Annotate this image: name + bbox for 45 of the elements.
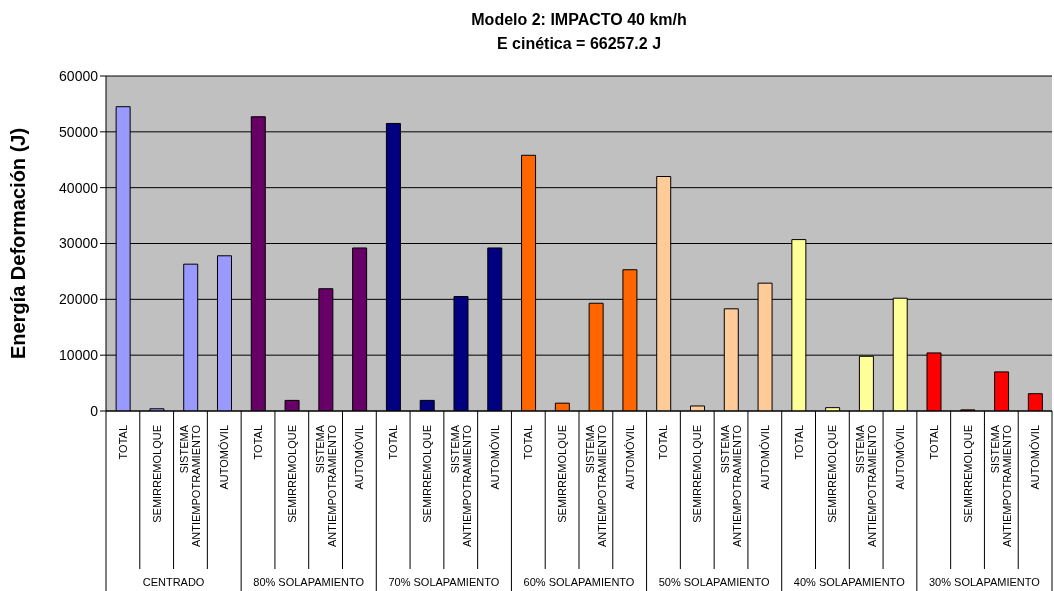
y-tick-label: 10000 bbox=[59, 347, 99, 364]
x-tick-label: SISTEMA ANTIEMPOTRAMIENTO bbox=[854, 424, 879, 548]
x-tick-label: SEMIRREMOLQUE bbox=[961, 425, 974, 523]
x-tick-label: SISTEMA ANTIEMPOTRAMIENTO bbox=[448, 424, 473, 548]
chart-title: Modelo 2: IMPACTO 40 km/h bbox=[470, 10, 688, 30]
text: CENTRADO bbox=[142, 576, 205, 588]
x-tick-label: TOTAL bbox=[387, 425, 400, 460]
y-tick-label: 20000 bbox=[59, 291, 99, 308]
y-tick-label: 50000 bbox=[59, 123, 99, 140]
y-axis-title: Energía Deformación (J) bbox=[7, 127, 30, 360]
x-tick-label: SEMIRREMOLQUE bbox=[285, 425, 298, 523]
x-tick-label: TOTAL bbox=[522, 425, 535, 460]
x-tick-label: SEMIRREMOLQUE bbox=[150, 425, 163, 523]
text: 80% SOLAPAMIENTO bbox=[253, 576, 365, 588]
x-tick-label: SISTEMA ANTIEMPOTRAMIENTO bbox=[178, 424, 203, 548]
x-tick-label: AUTOMÓVIL bbox=[623, 425, 636, 490]
x-tick-label: TOTAL bbox=[116, 425, 129, 460]
x-tick-label: SEMIRREMOLQUE bbox=[826, 425, 839, 523]
x-tick-label: AUTOMÓVIL bbox=[758, 425, 771, 490]
x-tick-label: SEMIRREMOLQUE bbox=[556, 425, 569, 523]
y-tick-label: 0 bbox=[90, 402, 99, 419]
chart-subtitle: E cinética = 66257.2 J bbox=[495, 34, 663, 54]
x-tick-label: SISTEMA ANTIEMPOTRAMIENTO bbox=[719, 424, 744, 548]
x-tick-label: SEMIRREMOLQUE bbox=[420, 425, 433, 523]
x-tick-label: SISTEMA ANTIEMPOTRAMIENTO bbox=[583, 424, 608, 548]
x-tick-label: AUTOMÓVIL bbox=[893, 425, 906, 490]
text: 50% SOLAPAMIENTO bbox=[658, 576, 771, 588]
x-tick-label: AUTOMÓVIL bbox=[488, 425, 501, 490]
text: 40% SOLAPAMIENTO bbox=[793, 576, 906, 588]
x-tick-label: AUTOMÓVIL bbox=[353, 425, 366, 490]
text: 30% SOLAPAMIENTO bbox=[929, 576, 1041, 588]
x-tick-label: AUTOMÓVIL bbox=[218, 425, 231, 490]
x-tick-label: TOTAL bbox=[927, 425, 940, 460]
text: 70% SOLAPAMIENTO bbox=[388, 576, 500, 588]
y-tick-label: 40000 bbox=[59, 179, 99, 196]
y-tick-label: 60000 bbox=[59, 67, 99, 84]
x-tick-label: SISTEMA ANTIEMPOTRAMIENTO bbox=[989, 424, 1014, 548]
x-tick-label: TOTAL bbox=[657, 425, 670, 460]
x-tick-label: TOTAL bbox=[252, 425, 265, 460]
x-tick-label: SISTEMA ANTIEMPOTRAMIENTO bbox=[313, 424, 338, 548]
x-tick-label: AUTOMÓVIL bbox=[1029, 425, 1042, 490]
x-tick-label: SEMIRREMOLQUE bbox=[691, 425, 704, 523]
text: 60% SOLAPAMIENTO bbox=[523, 576, 635, 588]
y-tick-label: 30000 bbox=[59, 235, 99, 252]
x-tick-label: TOTAL bbox=[792, 425, 805, 460]
